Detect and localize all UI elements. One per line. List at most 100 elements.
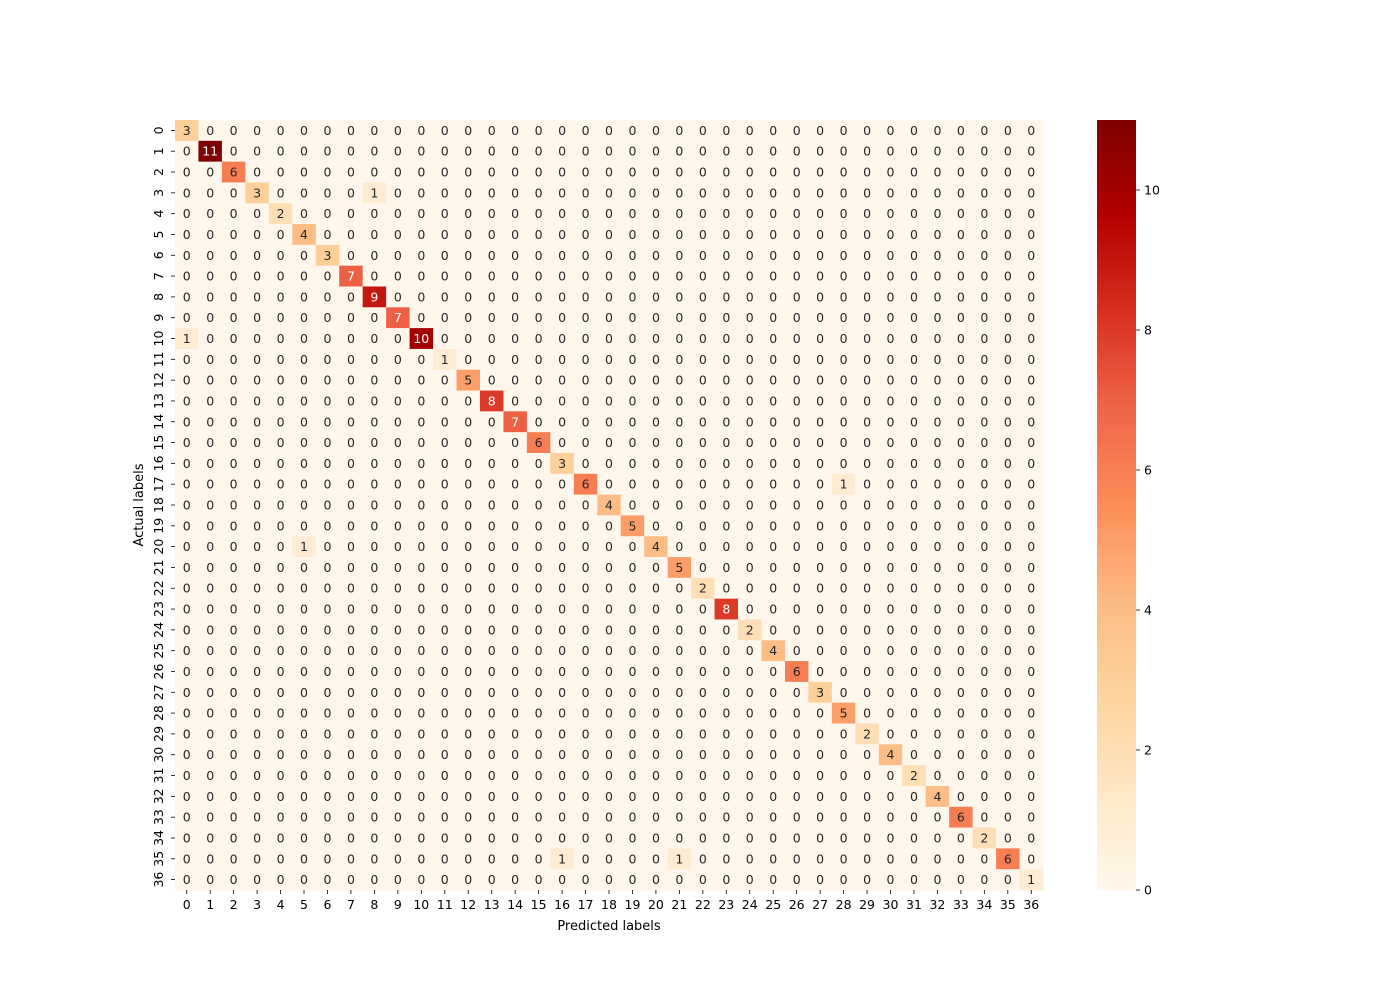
heatmap-cell — [949, 432, 974, 454]
heatmap-cell — [831, 661, 856, 683]
heatmap-cell — [386, 307, 410, 329]
heatmap-cell — [784, 515, 809, 537]
heatmap-cell — [503, 390, 528, 412]
cell-value-label: 0 — [699, 435, 707, 450]
cell-value-label: 0 — [582, 498, 590, 513]
heatmap-cell — [597, 328, 622, 350]
heatmap-cell — [198, 640, 223, 662]
heatmap-cell — [738, 640, 762, 662]
cell-value-label: 0 — [628, 830, 636, 845]
cell-value-label: 0 — [769, 393, 777, 408]
cell-value-label: 0 — [253, 456, 261, 471]
cell-value-label: 7 — [511, 414, 519, 429]
cell-value-label: 0 — [347, 664, 355, 679]
heatmap-cell — [808, 307, 833, 329]
cell-value-label: 0 — [652, 393, 660, 408]
cell-value-label: 0 — [816, 539, 824, 554]
cell-value-label: 0 — [746, 373, 754, 388]
cell-value-label: 0 — [840, 393, 848, 408]
heatmap-cell — [479, 515, 504, 537]
cell-value-label: 0 — [277, 248, 285, 263]
cell-value-label: 0 — [277, 289, 285, 304]
heatmap-cell — [292, 869, 317, 891]
cell-value-label: 0 — [582, 539, 590, 554]
cell-value-label: 0 — [887, 539, 895, 554]
cell-value-label: 0 — [488, 872, 496, 887]
heatmap-cell — [479, 432, 504, 454]
heatmap-cell — [855, 785, 880, 808]
heatmap-cell — [573, 869, 598, 891]
heatmap-cell — [409, 598, 434, 620]
cell-value-label: 0 — [394, 206, 402, 221]
heatmap-cell — [503, 557, 528, 579]
cell-value-label: 0 — [957, 685, 965, 700]
cell-value-label: 0 — [816, 227, 824, 242]
cell-value-label: 0 — [582, 331, 590, 346]
cell-value-label: 0 — [511, 560, 519, 575]
heatmap-cell — [925, 515, 950, 537]
cell-value-label: 0 — [277, 435, 285, 450]
cell-value-label: 0 — [910, 289, 918, 304]
cell-value-label: 0 — [488, 165, 496, 180]
heatmap-cell — [691, 806, 715, 828]
cell-value-label: 0 — [793, 227, 801, 242]
heatmap-cell — [268, 182, 293, 204]
cell-value-label: 0 — [840, 331, 848, 346]
x-tick-label: 1 — [206, 897, 214, 912]
heatmap-cell — [620, 203, 645, 225]
cell-value-label: 0 — [957, 435, 965, 450]
cell-value-label: 0 — [699, 872, 707, 887]
cell-value-label: 0 — [816, 289, 824, 304]
heatmap-cell — [315, 120, 340, 142]
cell-value-label: 0 — [816, 269, 824, 284]
cell-value-label: 0 — [488, 726, 496, 741]
heatmap-cell — [691, 702, 715, 724]
colorbar-tick-label: 2 — [1144, 743, 1152, 758]
cell-value-label: 0 — [183, 393, 191, 408]
cell-value-label: 0 — [769, 165, 777, 180]
cell-value-label: 0 — [910, 227, 918, 242]
heatmap-cell — [714, 827, 739, 849]
cell-value-label: 0 — [347, 518, 355, 533]
cell-value-label: 0 — [253, 414, 261, 429]
cell-value-label: 0 — [206, 560, 214, 575]
heatmap-cell — [198, 432, 223, 454]
cell-value-label: 0 — [652, 581, 660, 596]
heatmap-cell — [972, 307, 997, 329]
heatmap-cell — [949, 348, 974, 371]
heatmap-cell — [175, 806, 199, 828]
cell-value-label: 0 — [675, 726, 683, 741]
cell-value-label: 0 — [628, 414, 636, 429]
cell-value-label: 0 — [558, 581, 566, 596]
heatmap-cell — [620, 224, 645, 246]
heatmap-cell — [573, 369, 598, 391]
heatmap-cell — [667, 515, 692, 537]
heatmap-cell — [949, 286, 974, 308]
cell-value-label: 0 — [324, 456, 332, 471]
heatmap-cell — [526, 265, 551, 287]
cell-value-label: 0 — [699, 539, 707, 554]
heatmap-cell — [714, 577, 739, 600]
heatmap-cell — [831, 640, 856, 662]
heatmap-cell — [175, 681, 199, 704]
heatmap-cell — [597, 640, 622, 662]
cell-value-label: 0 — [441, 706, 449, 721]
heatmap-cell — [925, 390, 950, 412]
cell-value-label: 0 — [300, 498, 308, 513]
cell-value-label: 0 — [183, 373, 191, 388]
heatmap-cell — [620, 140, 645, 163]
heatmap-cell — [925, 182, 950, 204]
x-tick-label: 12 — [460, 897, 476, 912]
heatmap-cell — [221, 702, 246, 724]
cell-value-label: 0 — [206, 269, 214, 284]
heatmap-cell — [362, 265, 387, 287]
heatmap-cell — [386, 848, 410, 870]
cell-value-label: 0 — [300, 602, 308, 617]
heatmap-cell — [550, 702, 575, 724]
cell-value-label: 0 — [628, 185, 636, 200]
cell-value-label: 0 — [230, 185, 238, 200]
heatmap-cell — [362, 473, 387, 495]
cell-value-label: 0 — [957, 830, 965, 845]
heatmap-cell — [620, 536, 645, 558]
heatmap-cell — [855, 598, 880, 620]
